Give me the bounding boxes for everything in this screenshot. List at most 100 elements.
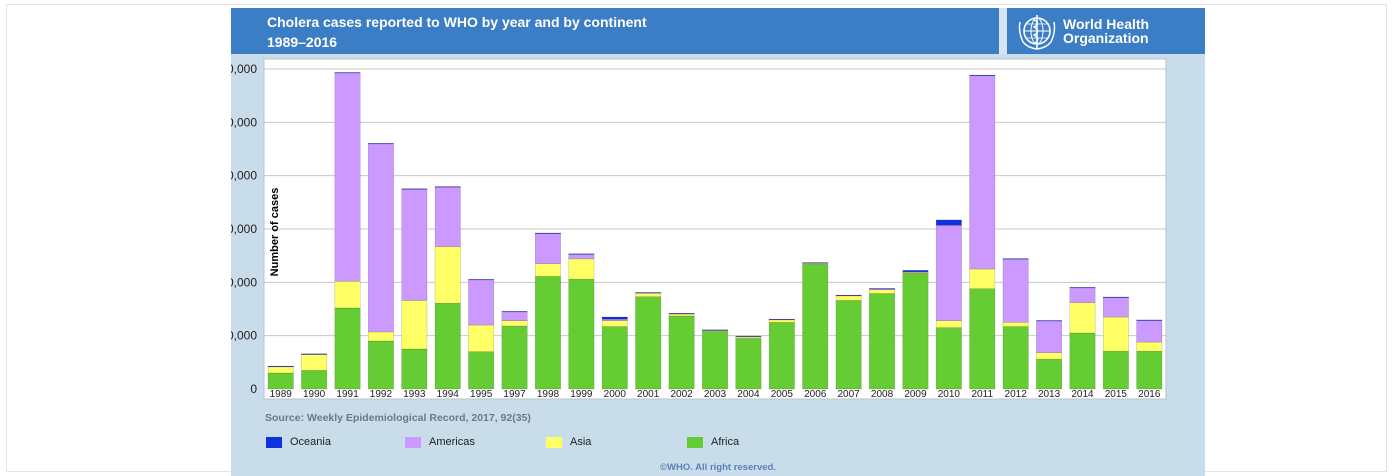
bar-americas-1991 [334, 72, 361, 282]
x-tick-label: 2009 [904, 389, 927, 400]
x-tick-label: 2002 [670, 389, 693, 400]
x-tick-label: 1995 [470, 389, 493, 400]
bar-asia-2000 [601, 320, 628, 327]
bar-asia-2014 [1069, 302, 1096, 334]
bar-africa-1997 [501, 325, 528, 390]
logo-text-line1: World Health [1063, 16, 1150, 32]
bar-americas-2012 [1002, 258, 1029, 323]
bar-americas-2014 [1069, 287, 1096, 303]
y-tick-label: 400,000 [231, 169, 257, 183]
x-tick-label: 2010 [938, 389, 961, 400]
bar-oceania-2016 [1136, 319, 1163, 321]
bar-americas-2016 [1136, 319, 1163, 343]
legend-label: Americas [429, 436, 475, 448]
bar-oceania-2003 [702, 329, 728, 331]
x-tick-label: 1997 [503, 389, 526, 400]
bar-americas-1998 [535, 233, 561, 264]
legend-swatch [266, 437, 282, 448]
x-tick-label: 2005 [771, 389, 794, 400]
bar-africa-2006 [802, 263, 829, 390]
bar-asia-2016 [1136, 341, 1163, 352]
bar-asia-1998 [535, 263, 561, 277]
bar-oceania-2008 [869, 288, 895, 290]
bar-americas-2013 [1036, 320, 1063, 353]
x-tick-label: 2014 [1071, 389, 1094, 400]
bar-oceania-1993 [401, 188, 428, 190]
bar-oceania-2004 [735, 335, 762, 338]
legend-swatch [546, 437, 562, 448]
bar-africa-2005 [768, 322, 795, 390]
bar-asia-2011 [969, 268, 996, 289]
bar-oceania-1990 [301, 353, 328, 355]
bar-africa-1989 [267, 372, 294, 390]
bar-oceania-2013 [1036, 320, 1063, 322]
bar-oceania-1998 [535, 232, 561, 234]
bar-oceania-2015 [1102, 296, 1129, 298]
bar-africa-1999 [568, 278, 595, 390]
bar-africa-1990 [301, 370, 328, 390]
bar-americas-1995 [468, 279, 495, 326]
who-logo: World Health Organization [1017, 12, 1201, 50]
bar-africa-2013 [1036, 358, 1063, 390]
legend-swatch [687, 437, 703, 448]
bar-oceania-1989 [267, 365, 294, 367]
bar-africa-2004 [735, 338, 762, 390]
x-tick-label: 1992 [370, 389, 393, 400]
chart-title: Cholera cases reported to WHO by year an… [267, 14, 647, 30]
x-tick-label: 2012 [1005, 389, 1028, 400]
bar-africa-1991 [334, 307, 361, 390]
y-tick-label: 300,000 [231, 222, 257, 236]
bar-oceania-1995 [468, 279, 495, 281]
bar-africa-2002 [668, 315, 695, 390]
bar-africa-1995 [468, 351, 495, 390]
bar-asia-2015 [1102, 316, 1129, 352]
header-divider [999, 8, 1007, 54]
bar-asia-2007 [835, 295, 862, 301]
logo-text-line2: Organization [1063, 30, 1149, 46]
bar-asia-2010 [935, 320, 962, 328]
x-tick-label: 2001 [637, 389, 660, 400]
bar-asia-1995 [468, 324, 495, 352]
bar-oceania-2009 [902, 270, 929, 273]
bar-africa-1998 [535, 276, 561, 390]
bar-oceania-1997 [501, 311, 528, 313]
bar-oceania-2001 [635, 292, 662, 294]
x-tick-label: 1993 [403, 389, 426, 400]
bar-oceania-2006 [802, 262, 829, 264]
bar-americas-1993 [401, 188, 428, 301]
y-axis-label: Number of cases [269, 188, 281, 277]
bar-oceania-1994 [434, 186, 461, 188]
x-tick-label: 2000 [604, 389, 627, 400]
legend-label: Oceania [290, 436, 331, 448]
title-bar: Cholera cases reported to WHO by year an… [231, 8, 1205, 54]
bar-americas-1994 [434, 186, 461, 247]
x-tick-label: 1998 [537, 389, 560, 400]
bar-africa-2010 [935, 327, 962, 390]
x-tick-label: 1989 [270, 389, 293, 400]
x-tick-label: 1994 [437, 389, 460, 400]
bar-asia-1991 [334, 281, 361, 309]
bar-africa-2009 [902, 273, 929, 390]
bar-africa-1993 [401, 348, 428, 390]
bar-americas-2011 [969, 75, 996, 270]
bar-americas-1997 [501, 311, 528, 321]
x-tick-label: 2008 [871, 389, 894, 400]
bar-africa-2011 [969, 288, 996, 390]
bar-americas-1992 [367, 143, 394, 333]
bar-asia-1992 [367, 331, 394, 342]
bar-oceania-2002 [668, 313, 695, 315]
bar-oceania-2012 [1002, 258, 1029, 260]
y-tick-label: 600,000 [231, 62, 257, 76]
bar-africa-2008 [869, 293, 895, 390]
bar-africa-2001 [635, 296, 662, 390]
bar-americas-2015 [1102, 297, 1129, 318]
bar-americas-2010 [935, 225, 962, 321]
bar-oceania-1992 [367, 143, 394, 145]
bar-africa-1994 [434, 302, 461, 390]
bar-asia-1989 [267, 366, 294, 374]
y-tick-label: 100,000 [231, 329, 257, 343]
bar-africa-2016 [1136, 350, 1163, 390]
chart-subtitle: 1989–2016 [267, 34, 338, 50]
bar-africa-2014 [1069, 332, 1096, 390]
bar-asia-1990 [301, 354, 328, 371]
